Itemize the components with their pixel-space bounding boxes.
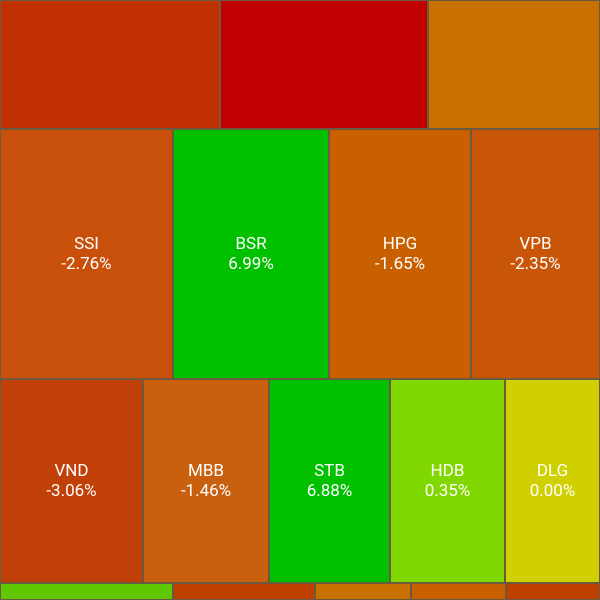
symbol: MBB	[187, 461, 225, 481]
change: -1.46%	[180, 481, 232, 501]
tile[interactable]: BSR 6.99%	[173, 129, 329, 379]
change: -2.76%	[61, 254, 112, 274]
tile[interactable]	[315, 583, 411, 600]
tile[interactable]: VPB -2.35%	[471, 129, 600, 379]
tile[interactable]: HPG -1.65%	[329, 129, 471, 379]
symbol: VND	[54, 461, 89, 481]
tile[interactable]	[173, 583, 315, 600]
change: 0.00%	[529, 481, 576, 501]
tile[interactable]: HDB 0.35%	[390, 379, 505, 583]
tile[interactable]: STB 6.88%	[269, 379, 390, 583]
tile[interactable]	[0, 0, 220, 129]
symbol: SSI	[74, 234, 99, 254]
tile[interactable]: SSI -2.76%	[0, 129, 173, 379]
change: -2.35%	[510, 254, 561, 274]
symbol: BSR	[235, 234, 267, 254]
change: 6.88%	[306, 481, 353, 501]
tile[interactable]: DLG 0.00%	[505, 379, 600, 583]
change: 6.99%	[228, 254, 274, 274]
symbol: STB	[314, 461, 345, 481]
tile[interactable]	[0, 583, 173, 600]
tile[interactable]	[506, 583, 600, 600]
change: -3.06%	[46, 481, 97, 501]
tile[interactable]	[428, 0, 600, 129]
tile[interactable]	[411, 583, 506, 600]
tile[interactable]: MBB -1.46%	[143, 379, 269, 583]
change: -1.65%	[374, 254, 426, 274]
change: 0.35%	[424, 481, 471, 501]
tile[interactable]	[220, 0, 428, 129]
symbol: HPG	[382, 234, 418, 254]
symbol: DLG	[536, 461, 569, 481]
tile[interactable]: VND -3.06%	[0, 379, 143, 583]
symbol: VPB	[519, 234, 552, 254]
symbol: HDB	[430, 461, 465, 481]
